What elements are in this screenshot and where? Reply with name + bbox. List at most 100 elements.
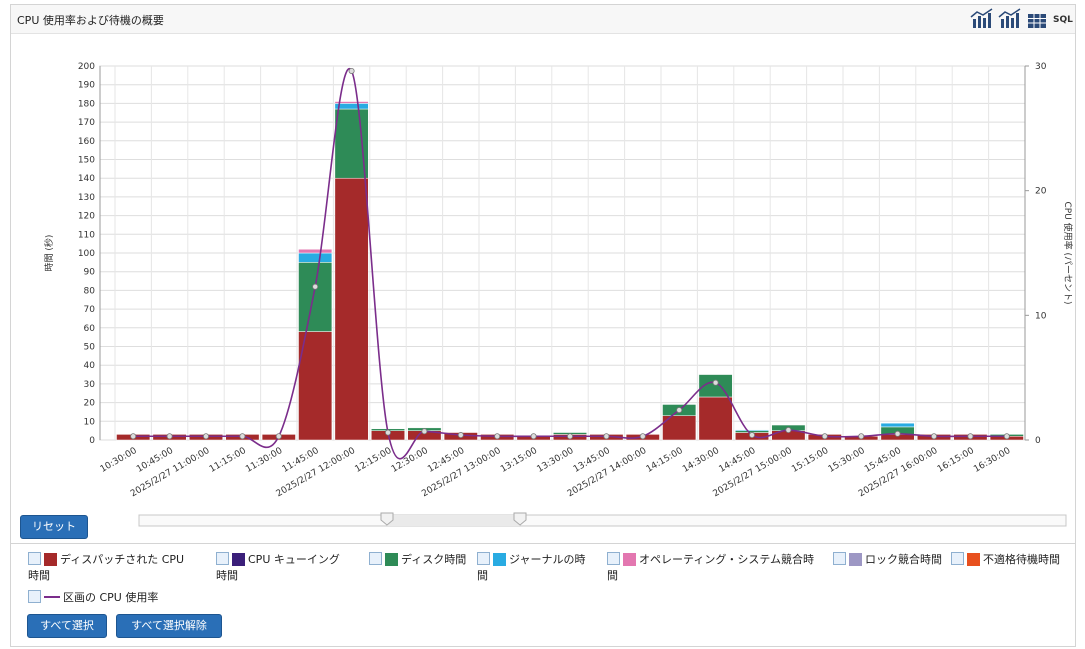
reset-button[interactable]: リセット	[20, 515, 88, 539]
line-series	[133, 67, 1007, 460]
legend-item[interactable]: CPU キューイング時間	[216, 552, 346, 584]
y-tick-label: 80	[84, 286, 96, 296]
title-bar: CPU 使用率および待機の概要 SQL	[11, 5, 1075, 34]
y-tick-label: 150	[78, 156, 95, 166]
x-tick-label: 12:15:00	[353, 446, 393, 475]
checkbox[interactable]	[951, 552, 964, 565]
bar-segment	[880, 422, 915, 428]
x-tick-label: 15:30:00	[827, 446, 867, 475]
x-tick-label: 11:30:00	[244, 446, 284, 475]
legend-swatch	[493, 553, 506, 566]
x-tick-label: 16:15:00	[936, 446, 976, 475]
deselect-all-button[interactable]: すべて選択解除	[116, 614, 222, 638]
bar-segment	[735, 429, 769, 431]
legend-item[interactable]: 区画の CPU 使用率	[28, 590, 228, 606]
line-point	[785, 427, 792, 434]
chart-icon[interactable]	[970, 8, 993, 28]
checkbox[interactable]	[216, 552, 229, 565]
legend-label: ディスク時間	[401, 553, 467, 566]
line-point	[457, 432, 464, 439]
y-tick-label: 40	[84, 361, 96, 371]
legend-item[interactable]: オペレーティング・システム競合時間	[607, 552, 822, 584]
checkbox[interactable]	[833, 552, 846, 565]
bar-segment	[334, 177, 369, 441]
legend-item[interactable]: ジャーナルの時間	[477, 552, 592, 584]
legend-label: ジャーナルの時間	[477, 553, 586, 582]
legend-swatch	[623, 553, 636, 566]
y-axis-label: 時間 (秒)	[43, 235, 55, 272]
y-tick-label: 120	[78, 212, 95, 222]
y-tick-label: 0	[89, 436, 95, 446]
line-point	[166, 433, 173, 440]
y2-axis-label: CPU 使用率 (パーセント)	[1062, 201, 1074, 304]
table-icon[interactable]	[1028, 14, 1046, 28]
x-tick-label: 12:30:00	[390, 446, 430, 475]
line-point	[348, 67, 355, 74]
line-point	[1003, 433, 1010, 440]
y-tick-label: 110	[78, 230, 95, 240]
chart-icon-alt[interactable]	[998, 8, 1021, 28]
line-point	[967, 433, 974, 440]
legend-item[interactable]: ディスパッチされた CPU 時間	[28, 552, 188, 584]
y-tick-label: 170	[78, 118, 95, 128]
x-tick-label: 11:15:00	[208, 446, 248, 475]
legend-item[interactable]: 不適格待機時間	[951, 552, 1061, 568]
y-tick-label: 10	[84, 417, 96, 427]
line-point	[749, 432, 756, 439]
y2-tick-label: 30	[1035, 62, 1047, 72]
bar-segment	[298, 252, 333, 263]
legend-label: ディスパッチされた CPU 時間	[28, 553, 185, 582]
legend-swatch	[385, 553, 398, 566]
line-point	[421, 428, 428, 435]
x-tick-label: 15:15:00	[790, 446, 830, 475]
legend-swatch	[232, 553, 245, 566]
y2-tick-label: 20	[1035, 187, 1047, 197]
checkbox[interactable]	[607, 552, 620, 565]
checkbox[interactable]	[369, 552, 382, 565]
line-point	[239, 433, 246, 440]
bar-segment	[298, 331, 333, 441]
bar-segment	[298, 262, 333, 332]
x-tick-label: 10:30:00	[99, 446, 139, 475]
legend-label: 不適格待機時間	[983, 553, 1060, 566]
legend-label: CPU キューイング時間	[216, 553, 340, 582]
sql-icon[interactable]: SQL	[1053, 15, 1073, 25]
panel-title: CPU 使用率および待機の概要	[17, 14, 164, 27]
y-tick-label: 100	[78, 249, 95, 259]
y-tick-label: 190	[78, 81, 95, 91]
line-point	[202, 433, 209, 440]
toolbar: SQL	[970, 8, 1073, 28]
line-point	[894, 430, 901, 437]
legend-label: 区画の CPU 使用率	[63, 591, 159, 604]
x-tick-label: 13:15:00	[499, 446, 539, 475]
line-point	[931, 433, 938, 440]
line-point	[312, 283, 319, 290]
line-point	[603, 433, 610, 440]
legend-swatch	[44, 553, 57, 566]
line-point	[639, 433, 646, 440]
checkbox[interactable]	[28, 590, 41, 603]
line-point	[712, 379, 719, 386]
line-point	[676, 407, 683, 414]
legend: ディスパッチされた CPU 時間 CPU キューイング時間 ディスク時間 ジャーナルの…	[10, 543, 1076, 647]
select-all-button[interactable]: すべて選択	[27, 614, 107, 638]
bar-segment	[334, 101, 369, 104]
checkbox[interactable]	[477, 552, 490, 565]
legend-item[interactable]: ディスク時間	[369, 552, 474, 568]
y-tick-label: 130	[78, 193, 95, 203]
x-tick-label: 14:30:00	[681, 446, 721, 475]
line-point	[130, 433, 137, 440]
bar-segment	[298, 249, 333, 254]
legend-label: ロック競合時間	[865, 553, 942, 566]
chart: 0102030405060708090100110120130140150160…	[43, 62, 1074, 499]
legend-swatch	[967, 553, 980, 566]
y-tick-label: 160	[78, 137, 95, 147]
legend-item[interactable]: ロック競合時間	[833, 552, 943, 568]
legend-swatch	[44, 596, 60, 598]
y-tick-label: 90	[84, 268, 96, 278]
range-slider[interactable]	[135, 510, 1075, 530]
checkbox[interactable]	[28, 552, 41, 565]
line-point	[821, 433, 828, 440]
legend-swatch	[849, 553, 862, 566]
